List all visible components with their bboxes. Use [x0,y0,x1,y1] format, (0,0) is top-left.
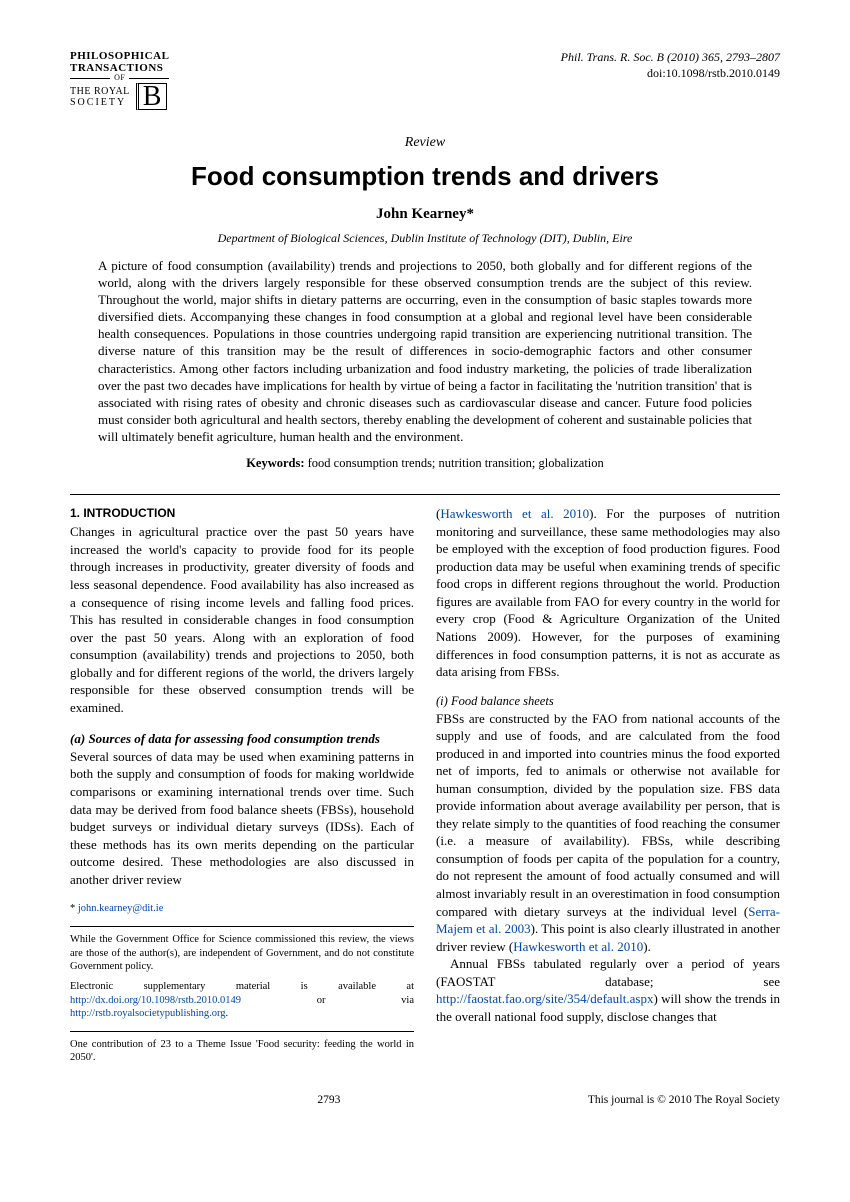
intro-paragraph: Changes in agricultural practice over th… [70,523,414,716]
section-1-heading: 1. INTRODUCTION [70,505,414,521]
footnote-theme-issue: One contribution of 23 to a Theme Issue … [70,1038,414,1065]
footnotes-block: * john.kearney@dit.ie While the Governme… [70,902,414,1065]
author-name: John Kearney* [70,204,780,224]
footnote-rule-2 [70,1031,414,1032]
subsection-a-title: Sources of data for assessing food consu… [85,731,380,746]
keywords-text: food consumption trends; nutrition trans… [305,456,604,470]
doi-line: doi:10.1098/rstb.2010.0149 [561,66,780,82]
faostat-link[interactable]: http://faostat.fao.org/site/354/default.… [436,991,653,1006]
citation-line: Phil. Trans. R. Soc. B (2010) 365, 2793–… [561,50,780,66]
body-columns: 1. INTRODUCTION Changes in agricultural … [70,505,780,1065]
footnote-rule-1 [70,926,414,927]
journal-logo: PHILOSOPHICAL TRANSACTIONS OF THE ROYAL … [70,50,169,110]
keywords-line: Keywords: food consumption trends; nutri… [70,455,780,472]
citation-hawkesworth-2[interactable]: Hawkesworth et al. 2010 [513,939,643,954]
fbs-paragraph-1: FBSs are constructed by the FAO from nat… [436,710,780,956]
footnote-disclaimer: While the Government Office for Science … [70,933,414,974]
logo-line-1: PHILOSOPHICAL [70,50,169,62]
page-number: 2793 [317,1093,340,1109]
keywords-label: Keywords: [246,456,304,470]
section-divider [70,494,780,495]
subsubsection-i-heading: (i) Food balance sheets [436,693,780,710]
subsection-a-body: Several sources of data may be used when… [70,748,414,888]
page-footer: 2793 This journal is © 2010 The Royal So… [70,1093,780,1109]
subsection-a-label: (a) [70,731,85,746]
article-title: Food consumption trends and drivers [70,159,780,194]
logo-b-icon: B [136,83,167,110]
supplementary-link-2[interactable]: http://rstb.royalsocietypublishing.org [70,1008,226,1019]
author-affiliation: Department of Biological Sciences, Dubli… [70,230,780,246]
copyright-notice: This journal is © 2010 The Royal Society [588,1093,780,1109]
subsection-a-continuation: (Hawkesworth et al. 2010). For the purpo… [436,505,780,680]
page-header: PHILOSOPHICAL TRANSACTIONS OF THE ROYAL … [70,50,780,110]
footnote-supplementary: Electronic supplementary material is ava… [70,980,414,1021]
logo-society: SOCIETY [70,97,130,108]
review-label: Review [70,134,780,153]
header-citation-block: Phil. Trans. R. Soc. B (2010) 365, 2793–… [561,50,780,81]
fbs-paragraph-2: Annual FBSs tabulated regularly over a p… [436,955,780,1025]
logo-royal: THE ROYAL [70,86,130,97]
author-email-link[interactable]: john.kearney@dit.ie [78,903,163,914]
subsection-a-heading: (a) Sources of data for assessing food c… [70,730,414,748]
abstract-text: A picture of food consumption (availabil… [98,257,752,446]
supplementary-link-1[interactable]: http://dx.doi.org/10.1098/rstb.2010.0149 [70,995,241,1006]
citation-hawkesworth-1[interactable]: Hawkesworth et al. 2010 [440,506,589,521]
author-email-footnote: * john.kearney@dit.ie [70,902,414,916]
